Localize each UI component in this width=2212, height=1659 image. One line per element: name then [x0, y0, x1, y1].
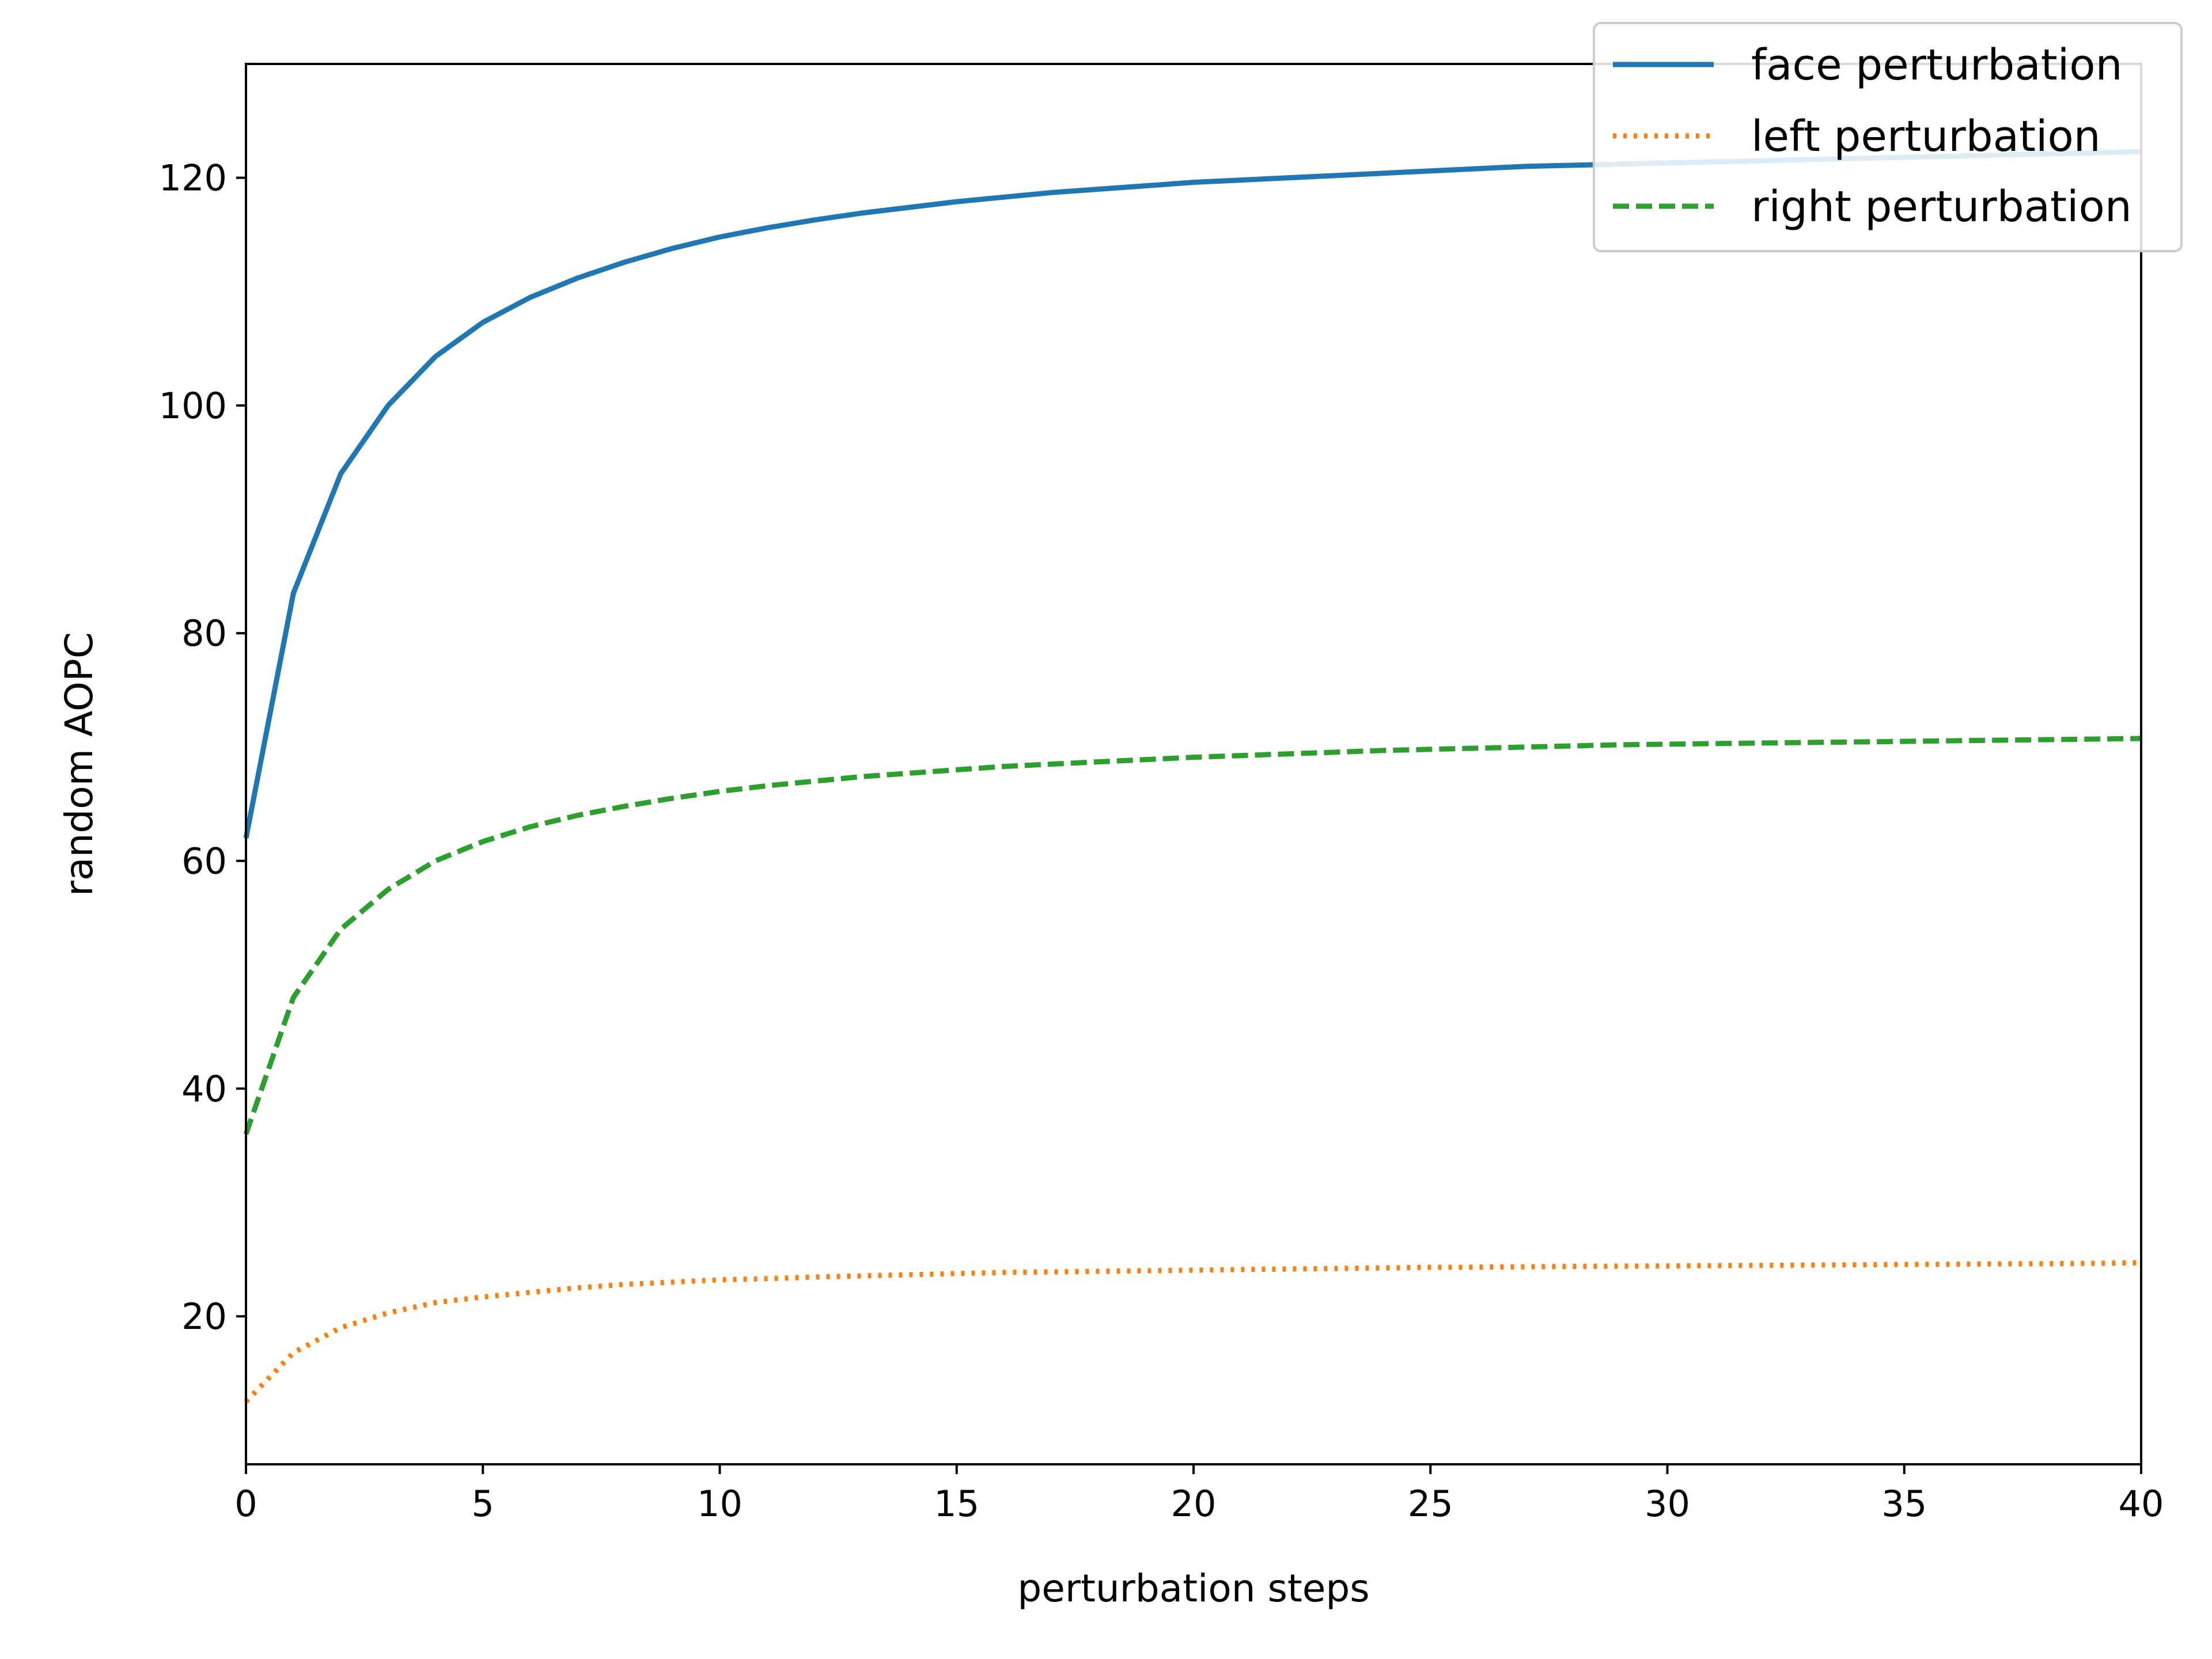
- series-line-face-perturbation: [243, 149, 2142, 839]
- x-axis: 0 5 10 15 20 25 30 35 40: [234, 1464, 2164, 1525]
- y-tick-label: 60: [181, 840, 227, 882]
- x-tick-label: 35: [1881, 1483, 1927, 1525]
- y-tick-label: 100: [159, 385, 227, 427]
- y-axis: 20 40 60 80 100 120: [159, 157, 246, 1338]
- plot-frame: [245, 63, 2142, 1465]
- y-tick-label: 80: [181, 612, 227, 654]
- x-tick-label: 15: [934, 1483, 979, 1525]
- y-axis-label: random AOPC: [57, 632, 101, 896]
- series-layer: [243, 149, 2142, 1404]
- x-tick-label: 0: [234, 1483, 257, 1525]
- x-axis-label: perturbation steps: [1017, 1566, 1369, 1611]
- x-tick-label: 5: [472, 1483, 494, 1525]
- legend-box: [1593, 22, 2183, 252]
- x-tick-label: 40: [2119, 1483, 2164, 1525]
- series-line-left-perturbation: [244, 1260, 2142, 1404]
- y-tick-label: 120: [159, 157, 227, 199]
- legend-label-right-perturbation: right perturbation: [1751, 182, 2132, 232]
- y-tick-label: 20: [181, 1296, 227, 1338]
- legend-label-left-perturbation: left perturbation: [1751, 112, 2101, 161]
- x-tick-label: 20: [1171, 1483, 1217, 1525]
- legend: face perturbation left perturbation righ…: [1593, 22, 2183, 252]
- series-line-right-perturbation: [243, 736, 2142, 1135]
- legend-label-face-perturbation: face perturbation: [1751, 40, 2122, 90]
- y-tick-label: 40: [181, 1068, 227, 1110]
- x-tick-label: 25: [1408, 1483, 1453, 1525]
- x-tick-label: 10: [697, 1483, 743, 1525]
- x-tick-label: 30: [1645, 1483, 1690, 1525]
